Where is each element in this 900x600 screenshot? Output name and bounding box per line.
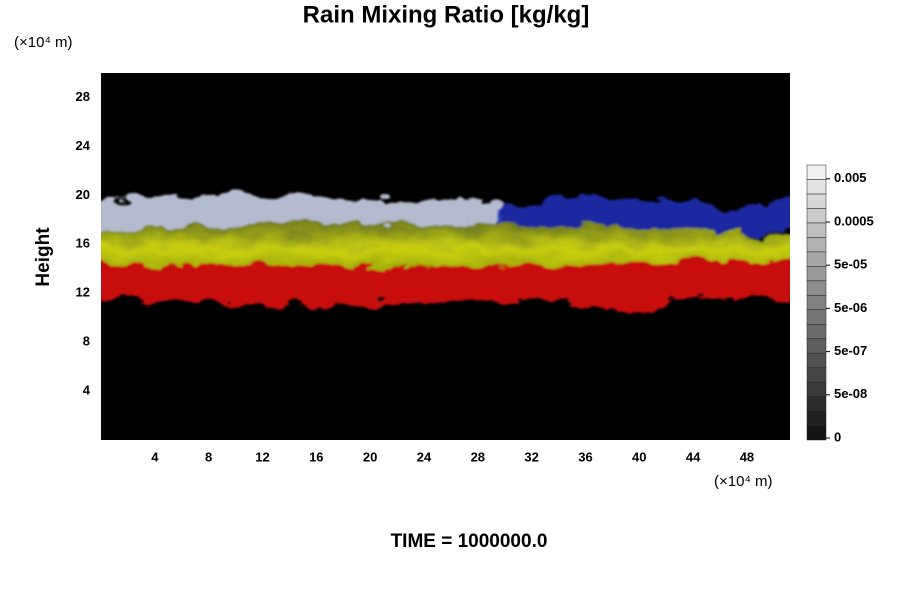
y-axis-label: Height [33, 227, 54, 287]
x-unit: (×10⁴ m) [714, 473, 773, 490]
cloud-render [101, 193, 790, 313]
y-tick-label: 28 [76, 89, 90, 104]
colorbar-band [806, 237, 827, 253]
colorbar-tick-label: 5e-08 [834, 386, 867, 401]
colorbar-band [806, 352, 827, 368]
rain-layer [101, 260, 790, 305]
footer: TIME = 1000000.0 [391, 531, 548, 552]
y-tick-label: 24 [76, 138, 91, 153]
colorbar-band [806, 193, 827, 209]
colorbar-tick-label: 0.005 [834, 170, 867, 185]
x-tick-label: 44 [686, 449, 701, 464]
colorbar: 0 5e-08 5e-07 5e-06 5e-05 0.0005 0.005 [806, 164, 874, 444]
colorbar-band [806, 208, 827, 224]
x-tick-label: 24 [417, 449, 432, 464]
colorbar-band [806, 381, 827, 397]
y-tick-label: 8 [83, 334, 90, 349]
colorbar-band [806, 425, 827, 441]
x-tick-label: 36 [578, 449, 592, 464]
y-tick-label: 4 [83, 383, 91, 398]
y-tick-label: 12 [76, 285, 90, 300]
x-tick-label: 4 [151, 449, 159, 464]
ice-layer-blue [500, 197, 790, 234]
x-tick-label: 8 [205, 449, 212, 464]
colorbar-tick-label: 5e-06 [834, 300, 867, 315]
colorbar-band [806, 367, 827, 383]
x-tick-label: 20 [363, 449, 377, 464]
x-tick-label: 32 [524, 449, 538, 464]
colorbar-tick-label: 0.0005 [834, 213, 874, 228]
x-tick-label: 28 [471, 449, 485, 464]
colorbar-band [806, 295, 827, 310]
colorbar-band [806, 309, 827, 325]
colorbar-band [806, 323, 827, 339]
colorbar-band [806, 266, 827, 282]
x-tick-label: 16 [309, 449, 323, 464]
colorbar-band [806, 410, 827, 426]
rain-patch [570, 293, 670, 313]
colorbar-band [806, 251, 827, 267]
colorbar-band [806, 396, 827, 412]
colorbar-tick-label: 5e-07 [834, 343, 867, 358]
x-tick-label: 48 [740, 449, 754, 464]
colorbar-tick-label: 5e-05 [834, 257, 867, 272]
chart-title: Rain Mixing Ratio [kg/kg] [303, 1, 590, 28]
colorbar-band [806, 222, 827, 238]
colorbar-band [806, 164, 827, 180]
colorbar-tick-label: 0 [834, 429, 841, 444]
colorbar-band [806, 179, 827, 195]
y-tick-label: 16 [76, 236, 90, 251]
x-tick-label: 40 [632, 449, 646, 464]
y-tick-label: 20 [76, 187, 90, 202]
colorbar-band [806, 280, 827, 296]
snow-layer [101, 223, 790, 277]
y-unit: (×10⁴ m) [14, 34, 73, 51]
colorbar-band [806, 338, 827, 354]
x-tick-label: 12 [255, 449, 269, 464]
